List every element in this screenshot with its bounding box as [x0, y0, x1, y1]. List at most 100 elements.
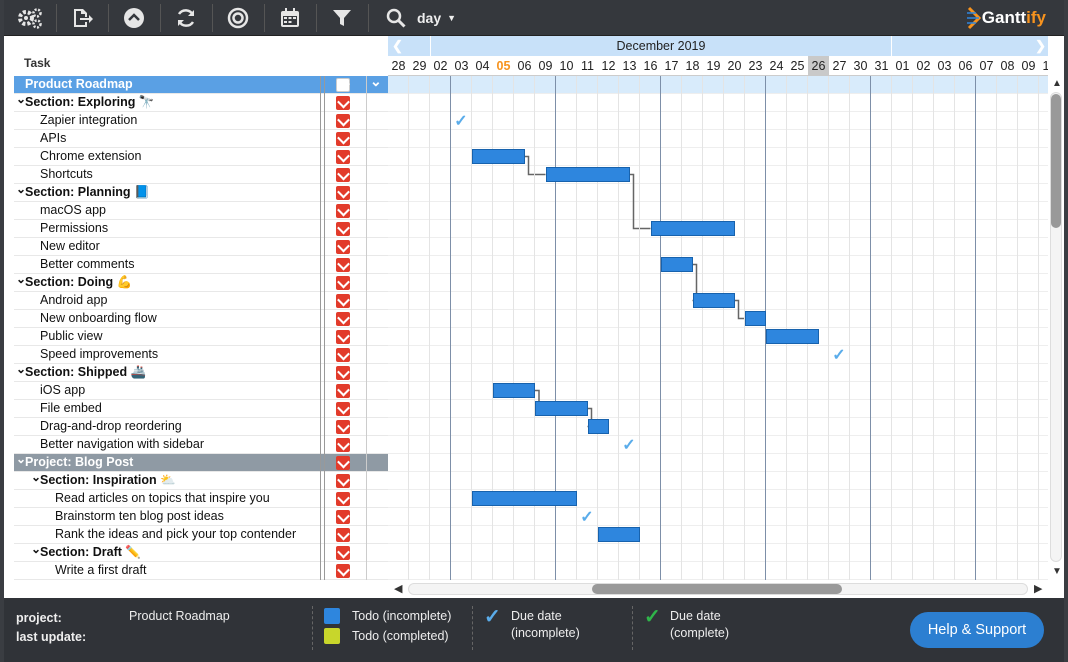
todoist-icon[interactable]: [336, 474, 350, 488]
horizontal-scrollbar[interactable]: ◀ ▶: [392, 580, 1048, 598]
due-date-check-icon[interactable]: ✓: [580, 509, 594, 526]
task-bar[interactable]: [745, 311, 766, 326]
todoist-icon[interactable]: [336, 240, 350, 254]
target-icon[interactable]: [220, 0, 256, 36]
todoist-icon[interactable]: [336, 186, 350, 200]
task-bar[interactable]: [535, 401, 588, 416]
collapse-chevron-icon[interactable]: ⌄: [16, 362, 27, 376]
scroll-right-arrow-icon[interactable]: ▶: [1034, 583, 1043, 595]
todoist-icon[interactable]: [336, 402, 350, 416]
task-bar[interactable]: [650, 221, 735, 236]
task-row[interactable]: Android app: [14, 292, 388, 310]
todoist-icon[interactable]: [336, 546, 350, 560]
section-row[interactable]: ⌄ Section: Draft ✏️: [14, 542, 388, 562]
task-row[interactable]: Speed improvements: [14, 346, 388, 364]
todoist-icon[interactable]: [336, 222, 350, 236]
collapse-chevron-icon[interactable]: ⌄: [31, 542, 42, 556]
todoist-icon[interactable]: [336, 564, 350, 578]
task-bar[interactable]: [472, 491, 577, 506]
todoist-icon[interactable]: [336, 132, 350, 146]
task-bar[interactable]: [661, 257, 693, 272]
task-row[interactable]: iOS app: [14, 382, 388, 400]
due-date-check-icon[interactable]: ✓: [454, 113, 468, 130]
scroll-up-icon[interactable]: ▲: [1052, 78, 1062, 89]
task-bar[interactable]: [598, 527, 640, 542]
section-row[interactable]: ⌄ Section: Doing 💪: [14, 272, 388, 292]
task-row[interactable]: Better comments: [14, 256, 388, 274]
todoist-icon[interactable]: [336, 96, 350, 110]
vertical-scroll-thumb[interactable]: [1051, 94, 1061, 228]
filter-icon[interactable]: [324, 0, 360, 36]
task-row[interactable]: Write a first draft: [14, 562, 388, 580]
todoist-icon[interactable]: [336, 348, 350, 362]
collapse-up-icon[interactable]: [116, 0, 152, 36]
todoist-icon[interactable]: [336, 312, 350, 326]
due-date-check-icon[interactable]: ✓: [832, 347, 846, 364]
due-date-check-icon[interactable]: ✓: [622, 437, 636, 454]
collapse-chevron-icon[interactable]: ⌄: [16, 92, 27, 106]
collapse-chevron-icon[interactable]: ⌄: [16, 182, 27, 196]
todoist-icon[interactable]: [336, 204, 350, 218]
horizontal-scroll-thumb[interactable]: [592, 584, 842, 594]
help-support-button[interactable]: Help & Support: [910, 612, 1044, 648]
todoist-icon[interactable]: [336, 330, 350, 344]
todoist-icon[interactable]: [336, 384, 350, 398]
refresh-icon[interactable]: [168, 0, 204, 36]
todoist-icon[interactable]: [336, 168, 350, 182]
todoist-icon[interactable]: [336, 294, 350, 308]
scroll-down-icon[interactable]: ▼: [1052, 566, 1062, 577]
task-row[interactable]: New editor: [14, 238, 388, 256]
todoist-icon[interactable]: [336, 420, 350, 434]
task-row[interactable]: Read articles on topics that inspire you: [14, 490, 388, 508]
calendar-icon[interactable]: [272, 0, 308, 36]
collapse-chevron-icon[interactable]: ⌄: [31, 470, 42, 484]
vertical-scrollbar[interactable]: ▲ ▼: [1048, 76, 1064, 580]
todoist-icon[interactable]: [336, 438, 350, 452]
collapse-chevron-icon[interactable]: ⌄: [16, 452, 27, 466]
todoist-icon[interactable]: [336, 114, 350, 128]
todoist-icon[interactable]: [336, 150, 350, 164]
task-bar[interactable]: [766, 329, 819, 344]
collapse-chevron-icon[interactable]: ⌄: [16, 272, 27, 286]
export-icon[interactable]: [64, 0, 100, 36]
task-row[interactable]: macOS app: [14, 202, 388, 220]
task-row[interactable]: Shortcuts: [14, 166, 388, 184]
task-row[interactable]: Public view: [14, 328, 388, 346]
task-row[interactable]: Brainstorm ten blog post ideas: [14, 508, 388, 526]
scroll-left-arrow-icon[interactable]: ◀: [394, 583, 403, 595]
task-row[interactable]: APIs: [14, 130, 388, 148]
task-bar[interactable]: [493, 383, 535, 398]
scroll-left-icon[interactable]: ❮: [392, 38, 403, 53]
task-row[interactable]: Permissions: [14, 220, 388, 238]
todoist-icon[interactable]: [336, 492, 350, 506]
task-bar[interactable]: [472, 149, 525, 164]
section-row[interactable]: ⌄ Section: Planning 📘: [14, 182, 388, 202]
todoist-icon[interactable]: [336, 276, 350, 290]
todoist-icon[interactable]: [336, 456, 350, 470]
task-row[interactable]: Rank the ideas and pick your top contend…: [14, 526, 388, 544]
todoist-icon[interactable]: [336, 366, 350, 380]
search-icon[interactable]: [382, 0, 410, 36]
view-mode-dropdown[interactable]: day ▼: [417, 0, 456, 36]
task-row[interactable]: Better navigation with sidebar: [14, 436, 388, 454]
todoist-icon[interactable]: [336, 78, 350, 92]
section-row[interactable]: ⌄ Section: Shipped 🚢: [14, 362, 388, 382]
section-row[interactable]: ⌄ Section: Inspiration ⛅: [14, 470, 388, 490]
task-bar[interactable]: [692, 293, 735, 308]
task-bar[interactable]: [545, 167, 630, 182]
task-row[interactable]: File embed: [14, 400, 388, 418]
task-row[interactable]: Zapier integration: [14, 112, 388, 130]
todoist-icon[interactable]: [336, 258, 350, 272]
todoist-icon[interactable]: [336, 528, 350, 542]
task-row[interactable]: New onboarding flow: [14, 310, 388, 328]
project-row[interactable]: ⌄ Project: Blog Post: [14, 452, 388, 472]
scroll-right-icon[interactable]: ❯: [1035, 38, 1046, 53]
section-row[interactable]: ⌄ Section: Exploring 🔭: [14, 92, 388, 112]
task-bar[interactable]: [587, 419, 609, 434]
project-row[interactable]: Product Roadmap ⌄: [14, 73, 388, 94]
project-dropdown-icon[interactable]: ⌄: [370, 73, 382, 89]
todoist-icon[interactable]: [336, 510, 350, 524]
task-row[interactable]: Chrome extension: [14, 148, 388, 166]
settings-icon[interactable]: [12, 0, 48, 36]
task-row[interactable]: Drag-and-drop reordering: [14, 418, 388, 436]
